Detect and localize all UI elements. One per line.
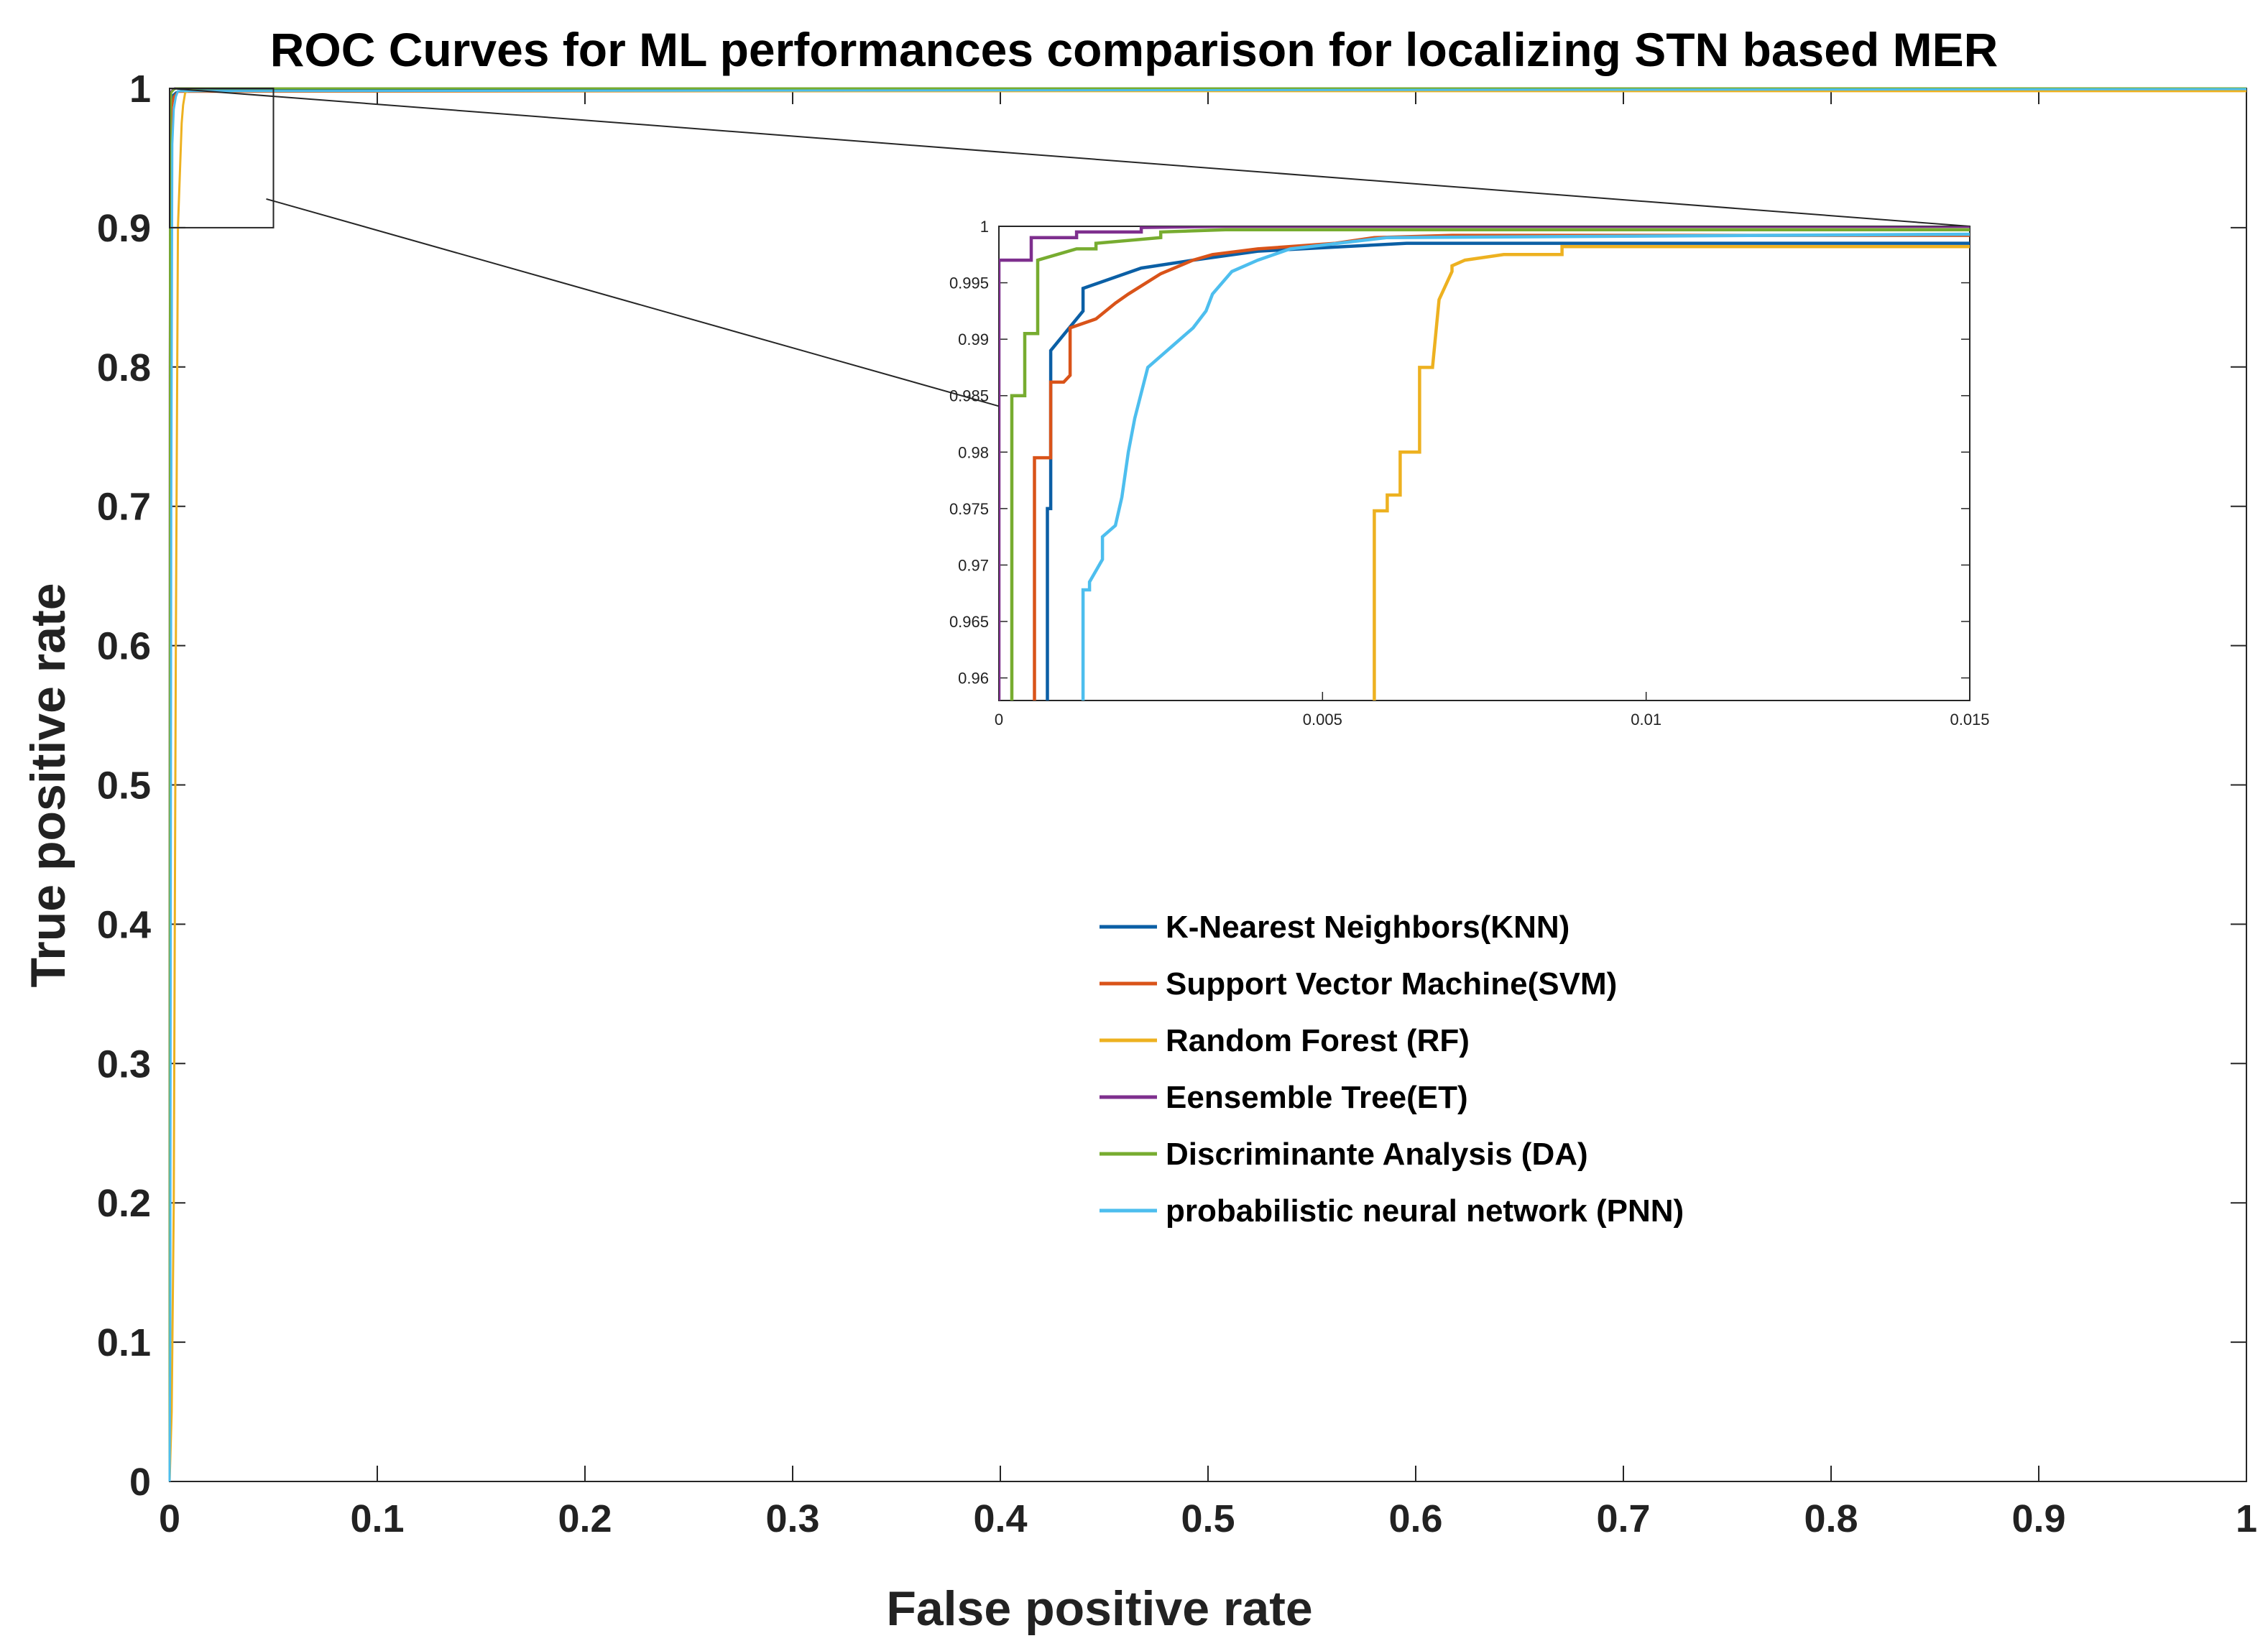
inset-y-tick-label: 0.96 [958, 670, 989, 688]
y-tick-label: 0.7 [97, 486, 151, 529]
inset-series-line-probabilistic-neural-network-pnn [1081, 232, 1970, 701]
y-tick-label: 0.2 [97, 1182, 151, 1225]
main-ticks: 0 0.1 0.2 0.3 0.4 0.5 0.6 0.7 0.8 0.9 1 0 0.1 0.2 0.3 0… [97, 68, 2257, 1540]
inset-x-tick-label: 0 [995, 711, 1003, 729]
x-tick-label: 0.8 [1804, 1497, 1858, 1540]
inset-series-line-discriminante-analysis-da [1010, 228, 1970, 701]
x-tick-label: 0.5 [1181, 1497, 1235, 1540]
x-tick-label: 0.9 [2011, 1497, 2065, 1540]
inset-x-tick-label: 0.005 [1303, 711, 1342, 729]
x-tick-label: 0 [159, 1497, 180, 1540]
legend-label: K-Nearest Neighbors(KNN) [1166, 910, 1569, 945]
inset-series-line-eensemble-tree-et [999, 226, 1970, 701]
legend-label: Eensemble Tree(ET) [1166, 1080, 1468, 1115]
zoom-connector-line [169, 88, 1970, 227]
inset-y-tick-label: 0.99 [958, 330, 989, 348]
legend-label: Random Forest (RF) [1166, 1023, 1470, 1058]
x-tick-label: 0.6 [1388, 1497, 1442, 1540]
y-tick-label: 0.3 [97, 1042, 151, 1086]
y-axis-label: True positive rate [21, 583, 75, 987]
inset-y-tick-label: 1 [980, 218, 989, 236]
inset-y-tick-label: 0.975 [949, 500, 989, 518]
inset-y-tick-label: 0.985 [949, 387, 989, 405]
series-line-probabilistic-neural-network-pnn [168, 88, 2247, 1482]
y-tick-label: 0.9 [97, 207, 151, 250]
inset-series-lines [999, 226, 1970, 701]
x-tick-label: 0.4 [973, 1497, 1027, 1540]
y-tick-label: 0.1 [97, 1321, 151, 1364]
x-tick-label: 0.2 [558, 1497, 612, 1540]
chart-title: ROC Curves for ML performances compariso… [270, 23, 1999, 76]
zoom-region-box [169, 88, 275, 228]
inset-y-tick-label: 0.965 [949, 613, 989, 631]
x-tick-label: 0.7 [1596, 1497, 1650, 1540]
y-tick-label: 0.5 [97, 764, 151, 808]
y-tick-label: 0.4 [97, 903, 151, 946]
y-tick-label: 0.8 [97, 346, 151, 389]
y-tick-label: 0 [129, 1461, 151, 1504]
y-tick-label: 1 [129, 68, 151, 111]
x-tick-label: 1 [2236, 1497, 2257, 1540]
y-tick-label: 0.6 [97, 625, 151, 668]
x-axis-label: False positive rate [886, 1581, 1312, 1636]
inset-x-tick-label: 0.01 [1631, 711, 1661, 729]
inset-series-line-random-forest-rf [1373, 245, 1970, 701]
inset-y-tick-label: 0.98 [958, 443, 989, 461]
legend-label: probabilistic neural network (PNN) [1166, 1193, 1684, 1229]
x-tick-label: 0.3 [765, 1497, 819, 1540]
legend-label: Support Vector Machine(SVM) [1166, 966, 1617, 1002]
inset-ticks: 0 0.005 0.01 0.015 0.96 0.965 0.97 0.975 0.98 0.9… [949, 218, 1990, 729]
x-tick-label: 0.1 [350, 1497, 404, 1540]
inset-plot-area [998, 226, 1970, 701]
legend-label: Discriminante Analysis (DA) [1166, 1137, 1588, 1172]
inset-x-tick-label: 0.015 [1950, 711, 1989, 729]
inset-y-tick-label: 0.995 [949, 274, 989, 292]
inset-series-line-k-nearest-neighbors-knn [1046, 241, 1970, 701]
legend: K-Nearest Neighbors(KNN) Support Vector M… [1100, 910, 1684, 1229]
inset-y-tick-label: 0.97 [958, 556, 989, 574]
